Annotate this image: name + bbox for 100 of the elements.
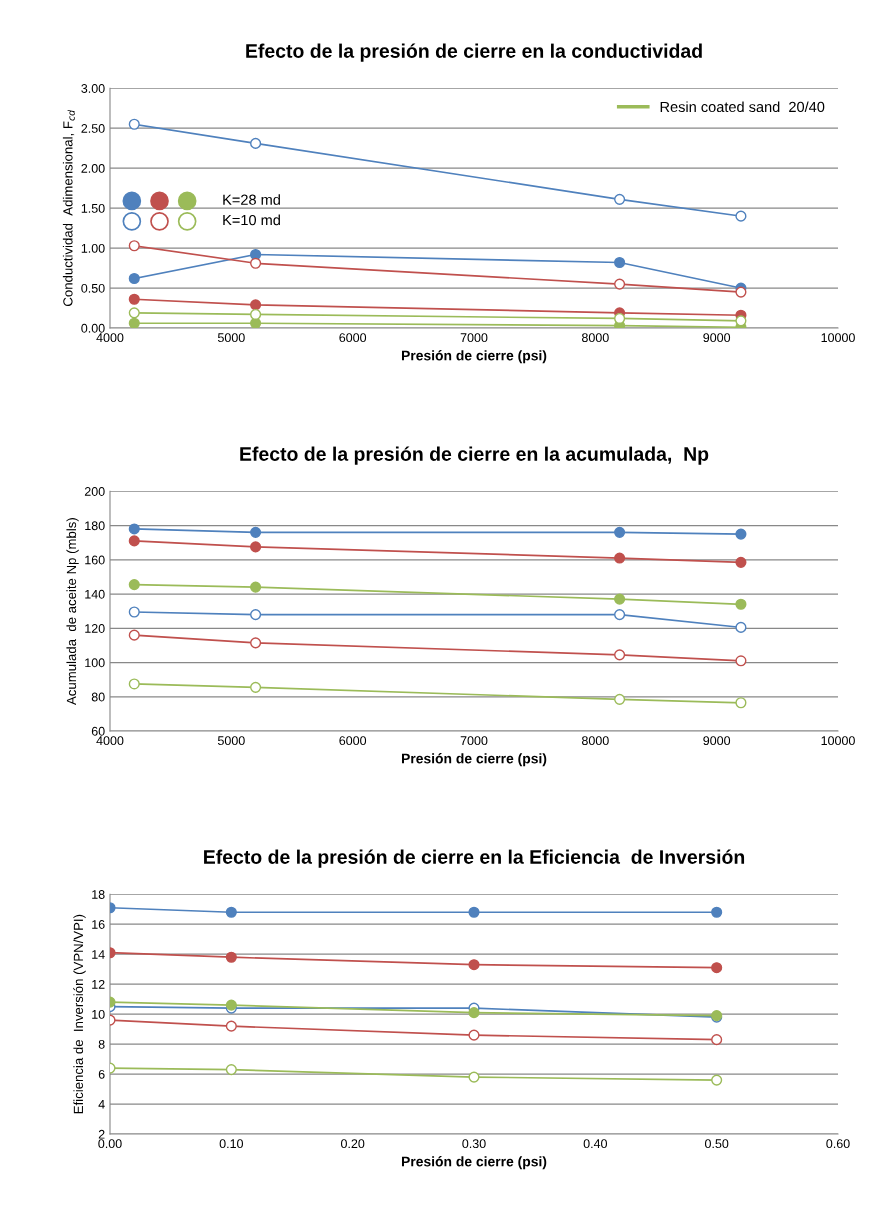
point: [735, 286, 747, 298]
x-axis-title: Presión de cierre (psi): [401, 1156, 547, 1170]
point: [735, 556, 747, 568]
point: [468, 1029, 480, 1041]
point: [128, 535, 140, 547]
x-tick-label: 4000: [96, 736, 124, 746]
point: [468, 959, 480, 971]
y-tick-label: 18: [92, 890, 105, 899]
x-tick-label: 9000: [703, 333, 731, 343]
point: [614, 256, 626, 269]
point: [614, 649, 626, 661]
y-tick-label: 8: [98, 1039, 105, 1049]
y-tick-label: 60: [91, 726, 105, 736]
point: [128, 293, 140, 305]
x-tick-label: 6000: [339, 333, 367, 343]
point: [250, 526, 262, 538]
point: [225, 951, 237, 963]
point: [614, 193, 626, 205]
point: [128, 240, 140, 252]
point: [614, 552, 626, 564]
y-axis-title: Acumulada de aceite Np (mbls): [66, 518, 79, 705]
point: [128, 678, 140, 690]
x-tick-label: 7000: [460, 333, 488, 343]
point: [128, 272, 140, 285]
y-tick-label: 200: [84, 487, 105, 496]
y-tick-label: 16: [92, 920, 105, 929]
x-axis-title: Presión de cierre (psi): [401, 753, 547, 767]
point: [250, 137, 262, 149]
point: [614, 526, 626, 538]
y-tick-label: 140: [85, 589, 105, 599]
annotation: K=28 md: [223, 194, 280, 205]
annotation: K=10 md: [223, 214, 280, 226]
point: [250, 541, 262, 553]
x-tick-label: 0.60: [826, 1139, 850, 1149]
y-tick-label: 120: [85, 624, 105, 633]
legend-label: Resin coated sand 20/40: [660, 101, 825, 113]
point: [735, 655, 747, 667]
point: [128, 118, 140, 130]
x-tick-label: 8000: [581, 333, 609, 343]
point: [614, 593, 626, 605]
point: [711, 1074, 723, 1086]
y-tick-label: 3.00: [81, 84, 105, 93]
x-tick-label: 0.50: [704, 1139, 729, 1149]
x-tick-label: 9000: [703, 736, 731, 746]
y-tick-label: 1.50: [81, 203, 105, 213]
x-tick-label: 5000: [217, 736, 245, 746]
y-axis-title: Conductividad Adimensional, F$_{cd}$: [62, 109, 75, 306]
point: [128, 523, 140, 535]
point: [735, 210, 747, 222]
y-tick-label: 2: [98, 1129, 105, 1139]
point: [250, 581, 262, 593]
point: [711, 962, 723, 974]
point: [225, 1064, 237, 1076]
point: [128, 317, 140, 329]
point: [735, 621, 747, 633]
y-tick-label: 2.50: [81, 124, 105, 133]
chart-title: Efecto de la presión de cierre en la Eficiencia de Inversión: [204, 849, 745, 868]
y-tick-label: 0.50: [81, 283, 105, 293]
point: [711, 1034, 723, 1046]
y-tick-label: 0.00: [81, 323, 105, 333]
x-axis-title: Presión de cierre (psi): [401, 350, 547, 364]
point: [250, 609, 262, 621]
point: [250, 681, 262, 693]
chart-title: Efecto de la presión de cierre en la acumulada, Np: [240, 446, 709, 465]
point: [614, 278, 626, 290]
point: [225, 1020, 237, 1032]
point: [735, 697, 747, 709]
point: [711, 906, 723, 918]
chart-title: Efecto de la presión de cierre en la conductividad: [246, 43, 702, 62]
point: [468, 1071, 480, 1083]
y-tick-label: 14: [92, 950, 105, 959]
x-tick-label: 0.20: [340, 1139, 365, 1149]
y-tick-label: 160: [85, 555, 105, 565]
point: [735, 598, 747, 610]
x-tick-label: 4000: [96, 333, 124, 343]
y-tick-label: 4: [98, 1100, 105, 1109]
point: [128, 579, 140, 591]
x-tick-label: 10000: [821, 333, 855, 343]
point: [128, 606, 140, 618]
point: [128, 629, 140, 641]
x-tick-label: 7000: [460, 736, 488, 746]
y-tick-label: 1.00: [81, 243, 105, 253]
point: [128, 307, 140, 319]
y-tick-label: 100: [85, 658, 105, 668]
x-tick-label: 0.10: [219, 1139, 244, 1149]
point: [735, 528, 747, 540]
point: [614, 609, 626, 621]
x-tick-label: 6000: [339, 736, 367, 746]
point: [468, 1007, 480, 1019]
x-tick-label: 0.40: [583, 1139, 608, 1149]
x-tick-label: 0.30: [462, 1139, 486, 1149]
x-tick-label: 5000: [217, 333, 245, 343]
y-tick-label: 12: [92, 979, 105, 989]
y-tick-label: 10: [92, 1009, 105, 1019]
point: [250, 637, 262, 649]
point: [614, 693, 626, 705]
point: [225, 906, 237, 918]
y-tick-label: 180: [85, 521, 105, 531]
point: [468, 906, 480, 918]
x-tick-label: 8000: [581, 736, 609, 746]
